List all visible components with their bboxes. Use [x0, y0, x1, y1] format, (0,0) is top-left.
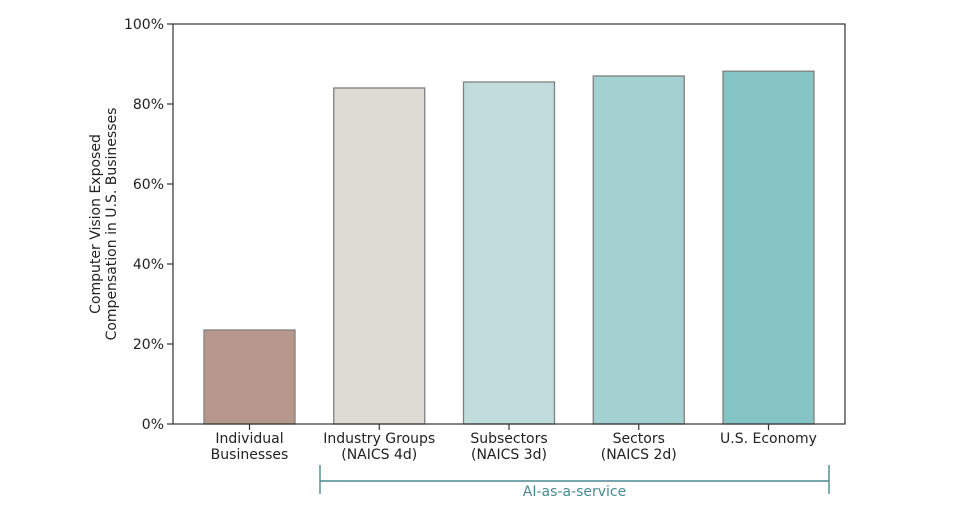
- x-tick-label-line: U.S. Economy: [720, 431, 817, 447]
- x-tick-label-line: (NAICS 4d): [341, 447, 417, 463]
- y-tick-label-0: 0%: [142, 417, 164, 433]
- y-tick-label-2: 40%: [133, 257, 164, 273]
- y-tick-label-5: 100%: [124, 17, 164, 33]
- x-tick-label-line: (NAICS 3d): [471, 447, 547, 463]
- y-axis-label: Computer Vision ExposedCompensation in U…: [88, 108, 120, 341]
- y-axis-label-line: Compensation in U.S. Businesses: [104, 108, 120, 341]
- y-axis-label-line: Computer Vision Exposed: [88, 134, 104, 314]
- x-tick-label-0: Individual Businesses: [211, 431, 289, 463]
- bar-1: [333, 87, 426, 425]
- y-tick-label-4: 80%: [133, 97, 164, 113]
- bar-2: [462, 81, 556, 425]
- x-tick-label-line: Subsectors: [470, 431, 547, 447]
- x-tick-label-line: Sectors: [613, 431, 665, 447]
- bracket-label: AI-as-a-service: [523, 484, 626, 500]
- bar-0: [203, 329, 296, 425]
- bars-group: [203, 70, 815, 425]
- y-tick-label-1: 20%: [133, 337, 164, 353]
- x-tick-label-line: Industry Groups: [323, 431, 435, 447]
- x-tick-label-1: Industry Groups (NAICS 4d): [323, 431, 435, 463]
- y-axis: 0% 20% 40% 60% 80% 100%: [124, 17, 173, 433]
- x-tick-label-2: Subsectors (NAICS 3d): [470, 431, 547, 463]
- x-tick-label-line: (NAICS 2d): [601, 447, 677, 463]
- x-tick-label-4: U.S. Economy: [720, 431, 817, 447]
- bar-3: [592, 75, 685, 425]
- bar-4: [722, 70, 815, 425]
- x-tick-label-line: Businesses: [211, 447, 289, 463]
- x-tick-label-3: Sectors (NAICS 2d): [601, 431, 677, 463]
- y-tick-label-3: 60%: [133, 177, 164, 193]
- x-tick-label-line: Individual: [215, 431, 283, 447]
- ai-as-a-service-bracket: AI-as-a-service: [319, 465, 830, 500]
